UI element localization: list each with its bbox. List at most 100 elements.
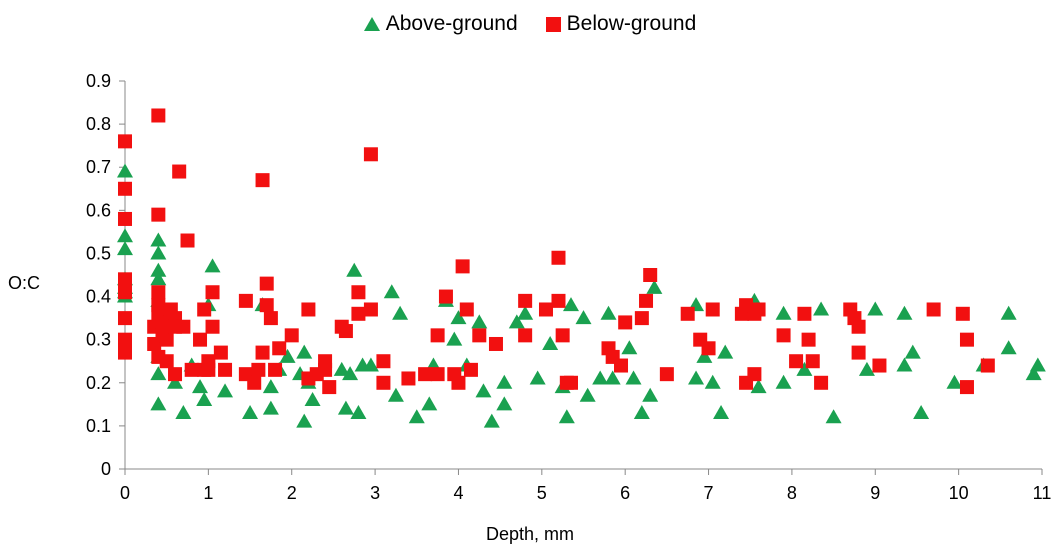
below-ground-point xyxy=(151,108,166,123)
above-ground-point xyxy=(946,374,963,389)
below-ground-point xyxy=(851,345,866,360)
below-ground-point xyxy=(151,285,166,300)
below-ground-point xyxy=(376,375,391,390)
above-ground-point xyxy=(904,344,921,359)
above-ground-point xyxy=(408,409,425,424)
y-tick-label: 0.8 xyxy=(86,114,111,134)
below-ground-point xyxy=(614,358,629,373)
below-ground-point xyxy=(401,371,416,386)
above-ground-point xyxy=(688,370,705,385)
above-ground-point xyxy=(383,284,400,299)
above-ground-point xyxy=(529,370,546,385)
above-ground-point xyxy=(167,374,184,389)
below-ground-point xyxy=(376,354,391,369)
above-ground-point xyxy=(913,404,930,419)
above-ground-point xyxy=(362,357,379,372)
legend-label-below-ground: Below-ground xyxy=(566,12,697,35)
below-ground-point xyxy=(205,319,220,334)
below-ground-point xyxy=(872,358,887,373)
below-ground-point xyxy=(363,147,378,162)
below-ground-point xyxy=(618,315,633,330)
above-ground-point xyxy=(342,366,359,381)
above-ground-point xyxy=(896,357,913,372)
above-ground-point xyxy=(1029,357,1046,372)
below-ground-point xyxy=(176,319,191,334)
below-ground-point xyxy=(118,134,132,149)
below-ground-point xyxy=(155,315,170,330)
y-tick-label: 0.3 xyxy=(86,330,111,350)
below-ground-point xyxy=(797,306,812,321)
legend-label-above-ground: Above-ground xyxy=(385,12,518,35)
above-ground-point xyxy=(175,404,192,419)
above-ground-point xyxy=(633,404,650,419)
above-ground-point xyxy=(204,258,221,273)
below-ground-point xyxy=(801,332,816,347)
x-tick-label: 6 xyxy=(620,483,630,503)
above-ground-point xyxy=(713,404,730,419)
x-axis-label: Depth, mm xyxy=(485,524,575,544)
below-ground-point xyxy=(322,380,337,395)
below-ground-point xyxy=(238,293,253,308)
y-tick-label: 0.9 xyxy=(86,71,111,91)
above-ground-point xyxy=(450,310,467,325)
below-ground-point xyxy=(168,367,183,382)
below-ground-point xyxy=(363,302,378,317)
below-ground-point xyxy=(213,345,228,360)
above-ground-point xyxy=(304,392,321,407)
below-ground-point xyxy=(268,362,283,377)
y-tick-label: 0.1 xyxy=(86,416,111,436)
below-ground-point xyxy=(959,332,974,347)
above-ground-point xyxy=(562,297,579,312)
below-ground-point xyxy=(201,362,216,377)
below-ground-point xyxy=(351,285,366,300)
legend: Above-ground Below-ground xyxy=(0,8,1060,40)
x-tick-label: 3 xyxy=(370,483,380,503)
above-ground-point xyxy=(813,301,830,316)
above-ground-point xyxy=(867,301,884,316)
below-ground-point xyxy=(459,302,474,317)
above-ground-point xyxy=(508,314,525,329)
above-ground-point xyxy=(542,335,559,350)
above-ground-point xyxy=(192,379,209,394)
above-ground-point xyxy=(646,279,663,294)
above-ground-point xyxy=(150,232,167,247)
below-ground-point xyxy=(538,302,553,317)
below-ground-point xyxy=(751,302,766,317)
below-ground-point xyxy=(518,328,533,343)
above-ground-point xyxy=(604,370,621,385)
above-ground-point xyxy=(696,348,713,363)
below-ground-point xyxy=(318,362,333,377)
below-ground-point xyxy=(172,164,187,179)
x-tick-label: 10 xyxy=(949,483,969,503)
below-ground-point xyxy=(301,302,316,317)
above-ground-point xyxy=(150,245,167,260)
below-ground-point xyxy=(518,293,533,308)
above-ground-point xyxy=(575,310,592,325)
below-ground-point xyxy=(159,354,174,369)
below-ground-point xyxy=(551,293,566,308)
above-ground-point xyxy=(775,305,792,320)
x-tick-label: 11 xyxy=(1033,483,1052,503)
below-ground-point xyxy=(980,358,995,373)
above-ground-point xyxy=(858,361,875,376)
above-ground-point xyxy=(625,370,642,385)
above-ground-point xyxy=(579,387,596,402)
below-ground-point xyxy=(218,362,233,377)
below-ground-point xyxy=(184,362,199,377)
x-tick-label: 5 xyxy=(537,483,547,503)
below-ground-point xyxy=(451,375,466,390)
above-ground-point xyxy=(704,374,721,389)
above-ground-point xyxy=(346,262,363,277)
above-ground-point xyxy=(337,400,354,415)
above-ground-point xyxy=(296,413,313,428)
above-ground-point xyxy=(600,305,617,320)
above-ground-point xyxy=(150,396,167,411)
below-ground-point xyxy=(463,362,478,377)
above-ground-point xyxy=(1000,305,1017,320)
above-ground-point xyxy=(262,400,279,415)
below-ground-point xyxy=(118,181,132,196)
triangle-marker-icon xyxy=(363,17,380,31)
above-ground-point xyxy=(117,241,133,256)
above-ground-point xyxy=(1000,340,1017,355)
